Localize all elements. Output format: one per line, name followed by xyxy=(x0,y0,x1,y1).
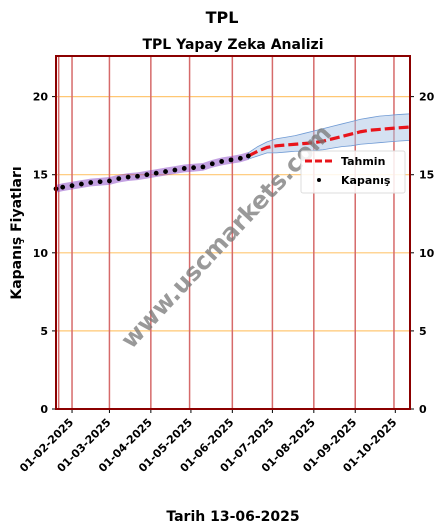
actual-point xyxy=(219,159,225,164)
actual-point xyxy=(60,184,66,190)
chart-title: TPL Yapay Zeka Analizi xyxy=(142,37,323,53)
actual-point xyxy=(116,176,122,182)
y-tick-label-left: 20 xyxy=(33,91,49,104)
actual-point xyxy=(88,180,94,185)
actual-point xyxy=(181,166,187,171)
legend-forecast-label: Tahmin xyxy=(341,155,385,168)
legend-actual-swatch xyxy=(317,178,321,182)
actual-point xyxy=(125,174,131,180)
actual-band xyxy=(56,152,249,193)
chart-suptitle: TPL xyxy=(206,8,239,27)
x-axis-label: Tarih 13-06-2025 xyxy=(166,509,299,525)
y-tick-label-right: 20 xyxy=(419,91,435,104)
plot-frame xyxy=(55,55,411,410)
y-tick-label-right: 0 xyxy=(419,403,427,416)
actual-point xyxy=(69,183,75,189)
actual-point xyxy=(144,172,150,178)
legend: Tahmin Kapanış xyxy=(300,150,406,194)
y-axis-label: Kapanış Fiyatları xyxy=(9,166,25,299)
actual-point xyxy=(191,165,196,171)
y-tick-label-left: 5 xyxy=(40,325,48,338)
actual-point xyxy=(135,173,140,179)
y-tick-label-right: 5 xyxy=(419,325,427,338)
legend-actual-label: Kapanış xyxy=(341,174,391,187)
actual-point xyxy=(245,153,251,159)
actual-point xyxy=(228,157,234,163)
actual-point xyxy=(163,169,168,174)
y-tick-label-left: 10 xyxy=(33,247,49,260)
actual-point xyxy=(209,161,215,167)
actual-point xyxy=(153,170,159,176)
y-tick-label-left: 0 xyxy=(40,403,48,416)
y-tick-label-left: 15 xyxy=(33,169,48,182)
actual-point xyxy=(200,164,206,170)
y-tick-label-right: 10 xyxy=(419,247,435,260)
actual-point xyxy=(172,167,178,173)
actual-point xyxy=(78,181,84,187)
actual-point xyxy=(237,155,243,161)
actual-point xyxy=(97,179,103,185)
forecast-line xyxy=(247,125,411,158)
y-tick-label-right: 15 xyxy=(419,169,434,182)
actual-point xyxy=(107,178,112,184)
